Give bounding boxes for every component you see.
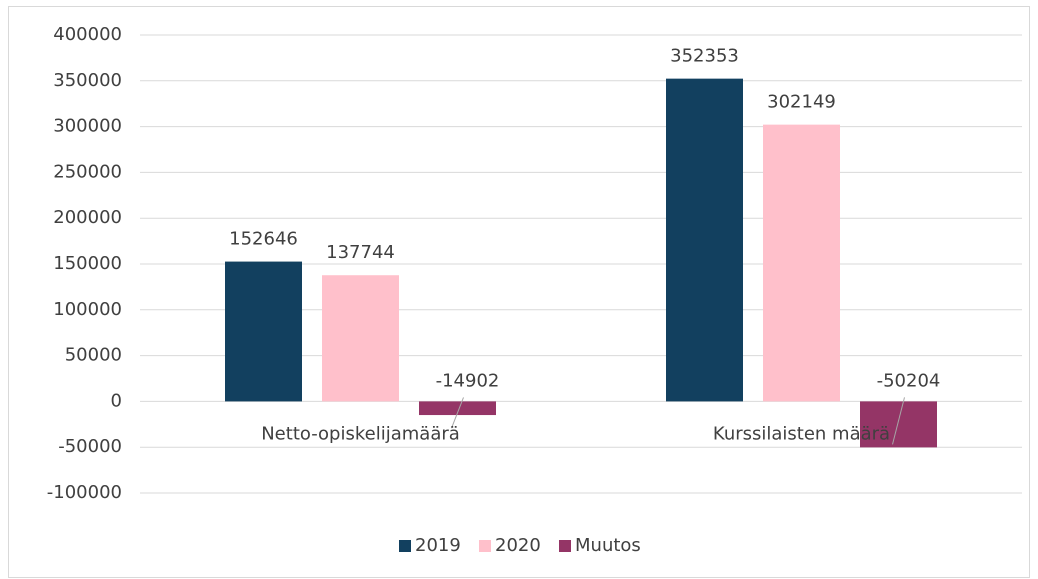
y-tick-label: -50000 — [58, 436, 122, 457]
data-label: -50204 — [877, 370, 941, 391]
legend-swatch — [399, 540, 411, 552]
y-tick-label: 150000 — [53, 253, 122, 274]
bar — [419, 401, 496, 416]
y-tick-label: -100000 — [47, 482, 122, 503]
leader-line — [892, 397, 905, 445]
y-tick-label: 300000 — [53, 116, 122, 137]
bar — [322, 275, 399, 402]
y-tick-label: 200000 — [53, 207, 122, 228]
y-tick-label: 400000 — [53, 24, 122, 45]
legend-swatch — [479, 540, 491, 552]
y-tick-label: 100000 — [53, 299, 122, 320]
bar — [666, 78, 743, 402]
data-label: -14902 — [436, 370, 500, 391]
data-label: 302149 — [767, 92, 836, 113]
bar — [763, 124, 840, 402]
data-label: 152646 — [229, 229, 298, 250]
bar — [860, 401, 937, 448]
x-tick-label: Netto-opiskelijamäärä — [261, 423, 460, 444]
y-tick-label: 0 — [111, 390, 122, 411]
legend-label: Muutos — [575, 535, 641, 556]
y-tick-label: 350000 — [53, 70, 122, 91]
x-tick-label: Kurssilaisten määrä — [713, 423, 890, 444]
y-tick-label: 50000 — [65, 345, 122, 366]
bar — [225, 261, 302, 402]
legend-label: 2019 — [415, 535, 461, 556]
chart-border — [8, 6, 1030, 578]
y-tick-label: 250000 — [53, 161, 122, 182]
data-label: 137744 — [326, 242, 395, 263]
legend-swatch — [559, 540, 571, 552]
leader-line — [451, 397, 464, 429]
data-label: 352353 — [670, 46, 739, 67]
legend-label: 2020 — [495, 535, 541, 556]
